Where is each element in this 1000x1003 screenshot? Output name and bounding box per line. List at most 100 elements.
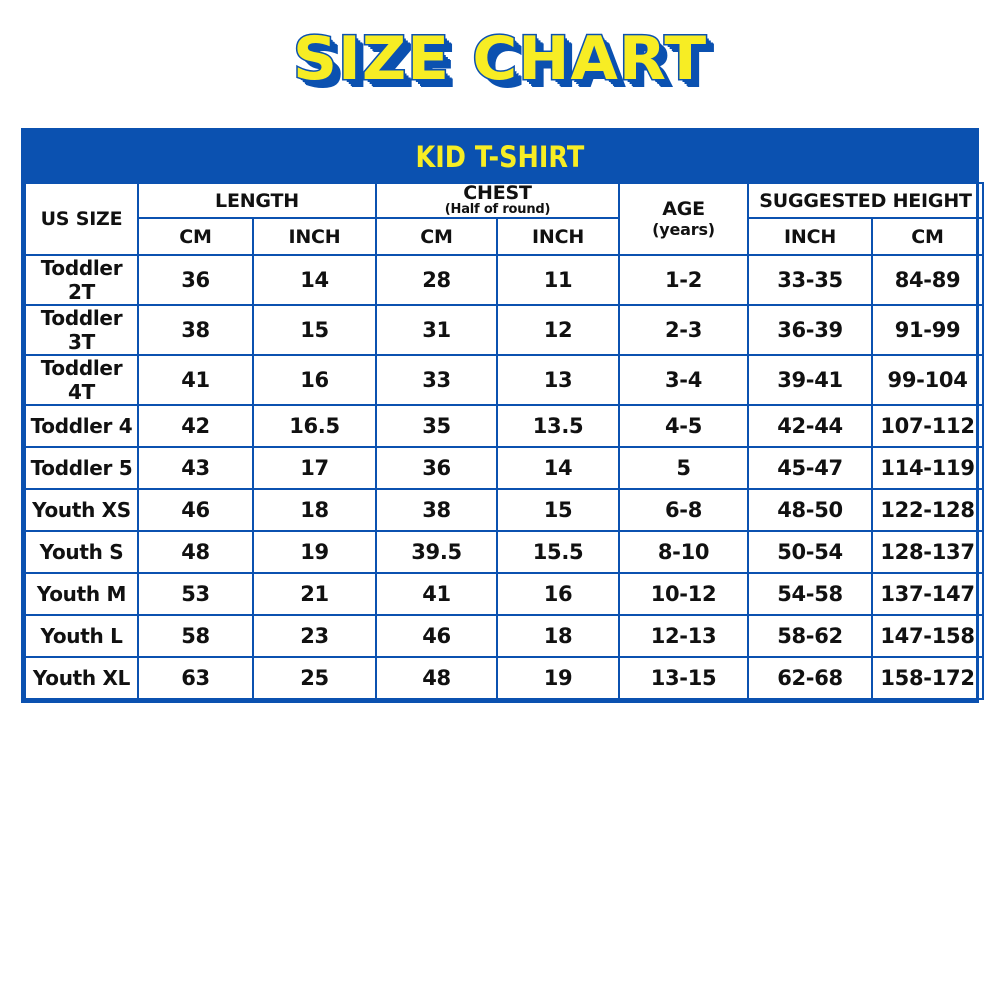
header-chest-inch: INCH <box>496 217 621 257</box>
row-height-cm: 84-89 <box>871 254 985 307</box>
row-chest-cm: 33 <box>375 354 499 407</box>
row-length-cm: 43 <box>137 446 254 491</box>
row-length-inch: 18 <box>251 488 378 533</box>
row-height-inch: 62-68 <box>747 656 874 701</box>
header-chest: CHEST (Half of round) <box>375 181 621 220</box>
table-row: Youth L 58 23 46 18 12-13 58-62 147-158 <box>24 614 985 659</box>
header-length-cm: CM <box>137 217 254 257</box>
header-chest-note: (Half of round) <box>444 202 551 217</box>
row-height-cm: 122-128 <box>871 488 985 533</box>
table-row: Toddler 4T 41 16 33 13 3-4 39-41 99-104 <box>24 354 985 407</box>
row-length-cm: 41 <box>137 354 254 407</box>
row-us-size: Youth L <box>24 614 139 659</box>
page-title: SIZE CHART <box>291 24 708 94</box>
table-row: Youth M 53 21 41 16 10-12 54-58 137-147 <box>24 572 985 617</box>
product-title-bar: KID T-SHIRT <box>24 131 976 182</box>
row-chest-inch: 15.5 <box>496 530 621 575</box>
size-chart-table-block: KID T-SHIRT US SIZE LENGTH CHEST (Half o… <box>21 128 985 704</box>
row-height-inch: 58-62 <box>747 614 874 659</box>
row-us-size: Toddler 4 <box>24 404 139 449</box>
header-chest-cm: CM <box>375 217 499 257</box>
row-height-inch: 48-50 <box>747 488 874 533</box>
row-height-cm: 99-104 <box>871 354 985 407</box>
header-length-inch: INCH <box>251 217 378 257</box>
row-length-inch: 23 <box>251 614 378 659</box>
row-height-inch: 54-58 <box>747 572 874 617</box>
row-us-size: Youth XS <box>24 488 139 533</box>
row-chest-cm: 41 <box>375 572 499 617</box>
header-age-note: (years) <box>652 219 715 239</box>
row-height-inch: 39-41 <box>747 354 874 407</box>
header-height-inch: INCH <box>747 217 874 257</box>
row-length-cm: 58 <box>137 614 254 659</box>
row-chest-cm: 38 <box>375 488 499 533</box>
row-height-cm: 158-172 <box>871 656 985 701</box>
header-us-size: US SIZE <box>24 181 139 257</box>
row-length-inch: 14 <box>251 254 378 307</box>
row-height-inch: 45-47 <box>747 446 874 491</box>
table-row: Toddler 3T 38 15 31 12 2-3 36-39 91-99 <box>24 304 985 357</box>
row-height-cm: 128-137 <box>871 530 985 575</box>
row-us-size: Toddler 4T <box>24 354 139 407</box>
row-height-inch: 36-39 <box>747 304 874 357</box>
row-length-cm: 53 <box>137 572 254 617</box>
page-whitespace <box>0 703 1000 1003</box>
page-title-banner: SIZE CHART <box>0 0 1000 110</box>
row-height-cm: 147-158 <box>871 614 985 659</box>
row-age: 13-15 <box>618 656 750 701</box>
row-length-cm: 48 <box>137 530 254 575</box>
row-height-cm: 137-147 <box>871 572 985 617</box>
row-chest-inch: 16 <box>496 572 621 617</box>
header-height-cm: CM <box>871 217 985 257</box>
table-body: Toddler 2T 36 14 28 11 1-2 33-35 84-89 Toddler 3… <box>24 254 985 701</box>
row-chest-inch: 13.5 <box>496 404 621 449</box>
table-row: Toddler 4 42 16.5 35 13.5 4-5 42-44 107-112 <box>24 404 985 449</box>
table-row: Youth S 48 19 39.5 15.5 8-10 50-54 128-137 <box>24 530 985 575</box>
row-age: 12-13 <box>618 614 750 659</box>
row-us-size: Youth S <box>24 530 139 575</box>
row-chest-cm: 46 <box>375 614 499 659</box>
row-chest-inch: 14 <box>496 446 621 491</box>
row-age: 6-8 <box>618 488 750 533</box>
row-chest-inch: 11 <box>496 254 621 307</box>
table-row: Toddler 5 43 17 36 14 5 45-47 114-119 <box>24 446 985 491</box>
row-chest-inch: 12 <box>496 304 621 357</box>
row-age: 4-5 <box>618 404 750 449</box>
header-row-units: CM INCH CM INCH INCH CM <box>25 217 985 257</box>
row-age: 5 <box>618 446 750 491</box>
row-chest-inch: 18 <box>496 614 621 659</box>
table-row: Youth XL 63 25 48 19 13-15 62-68 158-172 <box>24 656 985 701</box>
row-length-inch: 15 <box>251 304 378 357</box>
size-chart-table: US SIZE LENGTH CHEST (Half of round) AGE… <box>24 181 985 701</box>
row-length-inch: 21 <box>251 572 378 617</box>
header-age-main: AGE <box>662 197 705 220</box>
table-row: Toddler 2T 36 14 28 11 1-2 33-35 84-89 <box>24 254 985 307</box>
row-height-cm: 107-112 <box>871 404 985 449</box>
row-age: 10-12 <box>618 572 750 617</box>
row-height-inch: 42-44 <box>747 404 874 449</box>
header-age: AGE (years) <box>618 181 750 257</box>
row-age: 3-4 <box>618 354 750 407</box>
row-us-size: Toddler 2T <box>24 254 139 307</box>
row-length-cm: 38 <box>137 304 254 357</box>
row-chest-cm: 28 <box>375 254 499 307</box>
row-age: 1-2 <box>618 254 750 307</box>
row-chest-inch: 13 <box>496 354 621 407</box>
row-us-size: Toddler 5 <box>24 446 139 491</box>
row-chest-inch: 19 <box>496 656 621 701</box>
header-length: LENGTH <box>136 181 378 220</box>
row-height-inch: 50-54 <box>747 530 874 575</box>
row-chest-cm: 48 <box>375 656 499 701</box>
row-length-inch: 17 <box>251 446 378 491</box>
row-length-inch: 25 <box>251 656 378 701</box>
row-us-size: Youth M <box>24 572 139 617</box>
header-suggested-height: SUGGESTED HEIGHT <box>747 181 985 220</box>
row-length-cm: 46 <box>137 488 254 533</box>
row-us-size: Youth XL <box>24 656 139 701</box>
row-height-cm: 91-99 <box>871 304 985 357</box>
table-header: US SIZE LENGTH CHEST (Half of round) AGE… <box>24 181 985 257</box>
row-length-cm: 42 <box>137 404 254 449</box>
row-chest-inch: 15 <box>496 488 621 533</box>
row-height-inch: 33-35 <box>747 254 874 307</box>
row-chest-cm: 39.5 <box>375 530 499 575</box>
